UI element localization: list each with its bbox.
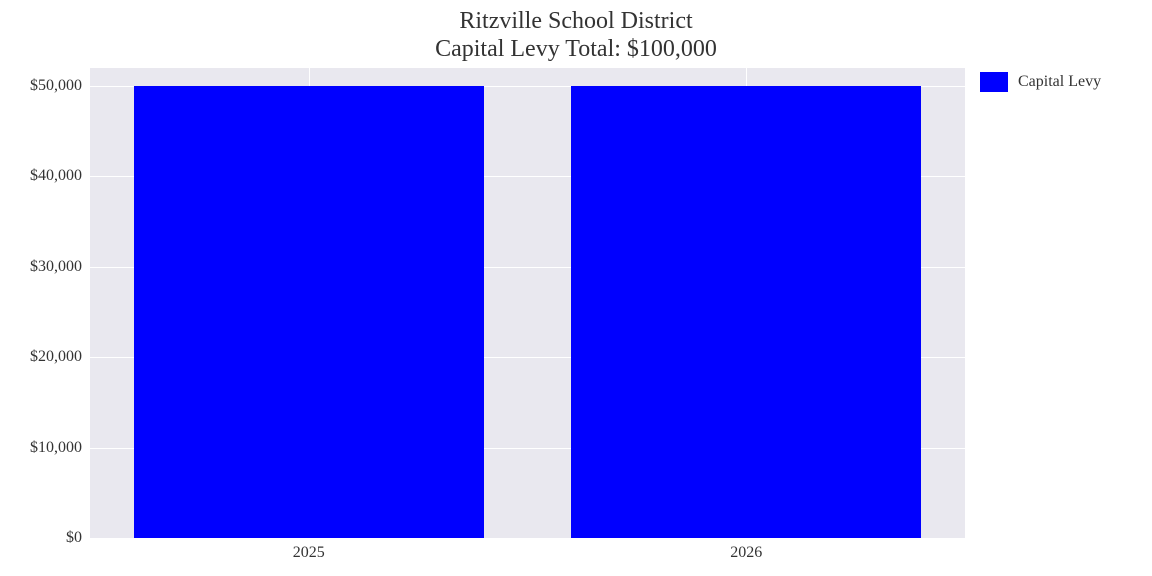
legend-label: Capital Levy bbox=[1018, 73, 1101, 91]
title-line-2: Capital Levy Total: $100,000 bbox=[0, 36, 1152, 64]
y-tick-label: $20,000 bbox=[30, 348, 90, 366]
y-tick-label: $0 bbox=[66, 529, 90, 547]
gridline-h bbox=[90, 538, 965, 539]
y-tick-label: $30,000 bbox=[30, 258, 90, 276]
legend-swatch bbox=[980, 72, 1008, 92]
title-line-1: Ritzville School District bbox=[0, 8, 1152, 36]
y-tick-label: $10,000 bbox=[30, 439, 90, 457]
y-tick-label: $40,000 bbox=[30, 167, 90, 185]
chart-container: Ritzville School District Capital Levy T… bbox=[0, 0, 1152, 576]
y-tick-label: $50,000 bbox=[30, 77, 90, 95]
x-tick-label: 2026 bbox=[730, 538, 762, 562]
plot-row: $0$10,000$20,000$30,000$40,000$50,000202… bbox=[0, 68, 1152, 548]
bar bbox=[134, 86, 484, 538]
chart-title: Ritzville School District Capital Levy T… bbox=[0, 0, 1152, 63]
x-tick-label: 2025 bbox=[293, 538, 325, 562]
plot-area: $0$10,000$20,000$30,000$40,000$50,000202… bbox=[90, 68, 965, 538]
legend: Capital Levy bbox=[980, 72, 1101, 92]
bar bbox=[571, 86, 921, 538]
